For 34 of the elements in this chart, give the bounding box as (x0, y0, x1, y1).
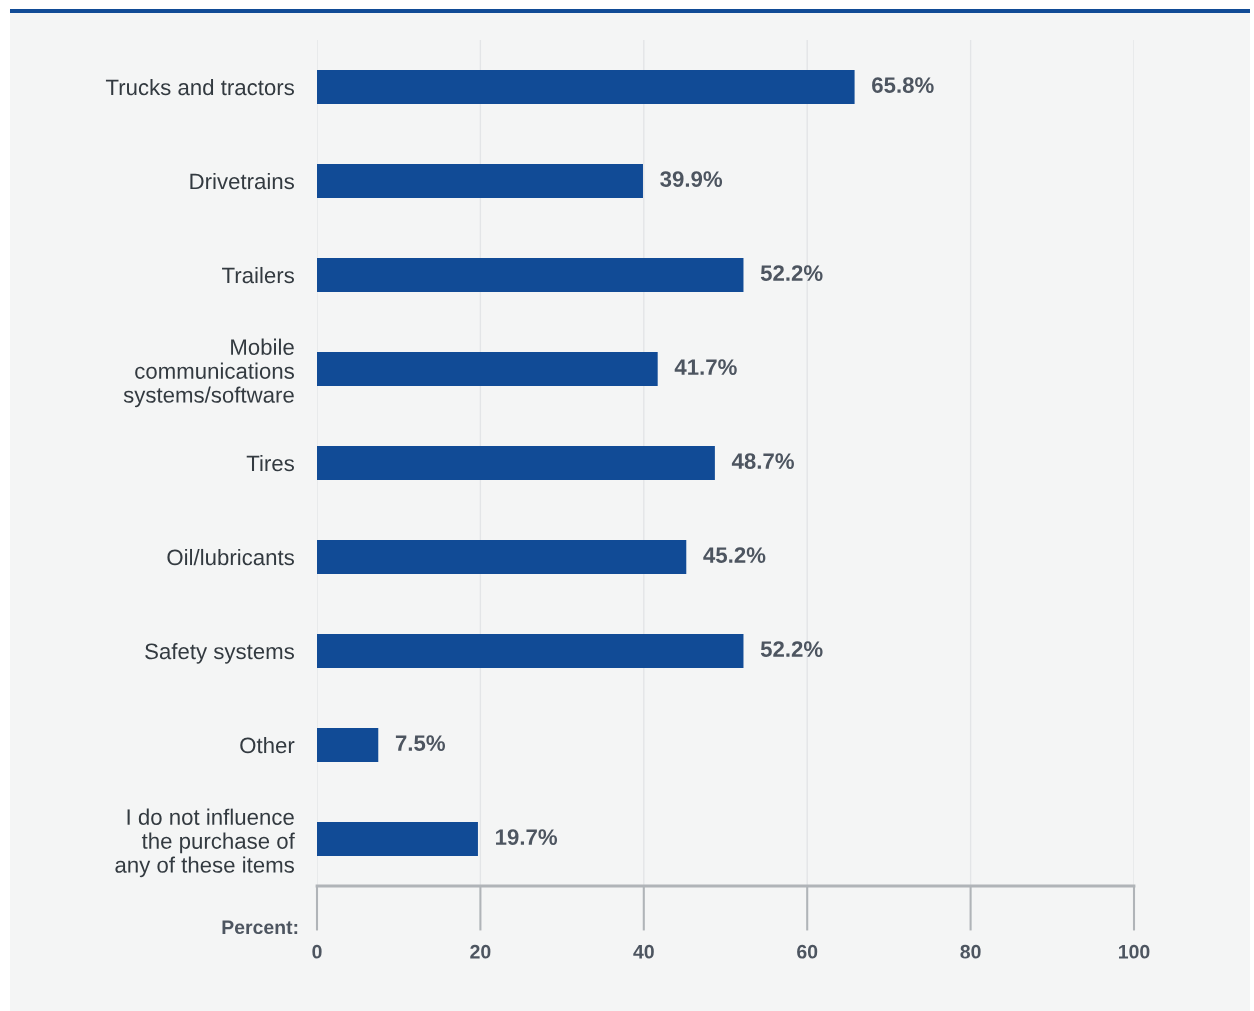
y-tick-label: I do not influence the purchase of any of these items (115, 808, 295, 878)
bar (317, 728, 379, 762)
y-tick-label: Other (240, 736, 295, 754)
x-axis-title: Percent: (222, 920, 298, 935)
data-label: 19.7% (496, 829, 558, 845)
bar (317, 540, 687, 574)
bar (317, 70, 855, 104)
bar (317, 446, 715, 480)
y-tick-label: Trailers (222, 266, 294, 284)
x-tick-label: 80 (960, 944, 981, 959)
data-label: 52.2% (760, 265, 823, 281)
y-tick-label: Mobile communications systems/software (123, 338, 294, 408)
data-label: 41.7% (674, 359, 737, 375)
x-tick-label: 20 (470, 944, 491, 959)
bar (317, 822, 478, 856)
data-label: 65.8% (872, 77, 934, 93)
data-label: 48.7% (731, 453, 794, 469)
data-label: 39.9% (660, 171, 723, 187)
x-tick-label: 0 (312, 944, 322, 959)
y-tick-label: Tires (246, 454, 294, 472)
data-label: 45.2% (703, 547, 766, 563)
y-tick-label: Oil/lubricants (167, 548, 294, 566)
data-label: 52.2% (760, 641, 823, 657)
y-tick-label: Safety systems (145, 642, 294, 664)
x-tick-label: 60 (797, 944, 818, 959)
bar (317, 258, 744, 292)
bar (317, 634, 744, 668)
data-label: 7.5% (395, 735, 446, 751)
x-tick-label: 100 (1119, 944, 1150, 959)
bar (317, 352, 658, 386)
y-tick-label: Trucks and tractors (105, 78, 294, 96)
y-tick-label: Drivetrains (190, 172, 294, 190)
x-tick-label: 40 (633, 944, 654, 959)
bar (317, 164, 643, 198)
